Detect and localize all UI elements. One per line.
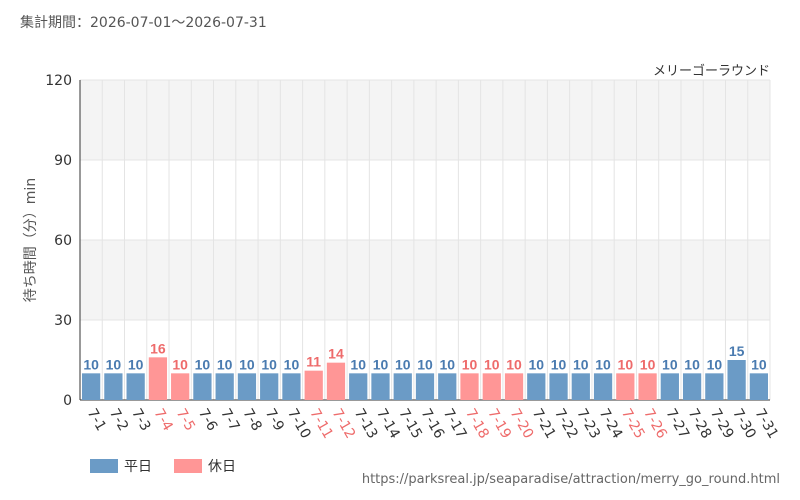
bar (616, 373, 635, 400)
data-label: 10 (83, 356, 99, 372)
bar (148, 357, 168, 400)
y-tick-label: 60 (54, 233, 72, 249)
data-label: 11 (306, 354, 321, 370)
legend-swatch-holiday (174, 459, 202, 473)
source-url: https://parksreal.jp/seaparadise/attract… (361, 472, 780, 487)
bar (282, 373, 301, 400)
bar (193, 373, 212, 400)
period-label: 集計期間：2026-07-01～2026-07-31 (20, 15, 267, 31)
bar (371, 373, 390, 400)
bar (593, 373, 613, 400)
data-label: 10 (484, 356, 500, 372)
data-label: 10 (172, 356, 188, 372)
bar (727, 360, 746, 400)
bar (705, 373, 724, 400)
y-tick-label: 0 (63, 393, 72, 409)
data-label: 10 (195, 356, 211, 372)
grid-band (80, 80, 770, 160)
x-tick-label: 7-31 (751, 406, 781, 442)
x-tick-label: 7-9 (262, 406, 287, 434)
y-tick-label: 120 (45, 73, 72, 89)
y-tick-label: 90 (54, 153, 72, 169)
legend-item-weekday: 平日 (90, 456, 152, 476)
data-label: 10 (506, 356, 522, 372)
legend: 平日 休日 (90, 456, 236, 476)
bar (104, 373, 123, 400)
wait-time-bar-chart: 0 30 60 90 120 10 7-1 10 7-2 10 7-3 16 7-4 10 7-5 10 7-6… (45, 73, 781, 442)
data-label: 10 (106, 356, 122, 372)
data-label: 10 (684, 356, 700, 372)
data-label: 10 (261, 356, 277, 372)
legend-label-weekday: 平日 (124, 459, 152, 475)
data-label: 10 (751, 356, 767, 372)
bar (126, 373, 145, 400)
data-label: 10 (551, 356, 567, 372)
data-label: 10 (217, 356, 233, 372)
data-label: 10 (284, 356, 300, 372)
data-label: 10 (128, 356, 144, 372)
bar (571, 373, 590, 400)
x-tick-label: 7-5 (173, 406, 198, 434)
bar (171, 373, 190, 400)
bar (304, 370, 323, 400)
data-label: 10 (529, 356, 545, 372)
bar (393, 373, 412, 400)
data-label: 14 (328, 346, 344, 362)
bar (504, 373, 524, 400)
bar (260, 373, 279, 400)
bar (349, 373, 368, 400)
bar (638, 373, 657, 400)
x-tick-label: 7-8 (239, 406, 264, 434)
bar (326, 362, 346, 400)
legend-item-holiday: 休日 (174, 456, 236, 476)
bar (237, 373, 257, 400)
data-label: 15 (729, 343, 745, 359)
x-tick-label: 7-2 (106, 406, 131, 434)
x-tick-label: 7-4 (150, 406, 175, 434)
bar (215, 373, 234, 400)
data-label: 10 (640, 356, 656, 372)
x-tick-label: 7-3 (128, 406, 153, 434)
legend-label-holiday: 休日 (208, 459, 236, 475)
data-label: 10 (662, 356, 678, 372)
bar (438, 373, 457, 400)
bar (415, 373, 435, 400)
bar (549, 373, 568, 400)
data-label: 10 (239, 356, 255, 372)
data-label: 10 (707, 356, 723, 372)
data-label: 10 (439, 356, 455, 372)
bar (527, 373, 546, 400)
y-tick-label: 30 (54, 313, 72, 329)
data-label: 10 (462, 356, 478, 372)
data-label: 10 (573, 356, 589, 372)
data-label: 10 (595, 356, 611, 372)
grid-band (80, 240, 770, 320)
x-tick-label: 7-7 (217, 406, 242, 434)
data-label: 10 (417, 356, 433, 372)
x-tick-label: 7-6 (195, 406, 220, 434)
data-label: 10 (618, 356, 634, 372)
data-label: 16 (150, 340, 166, 356)
bar (660, 373, 679, 400)
bar (482, 373, 501, 400)
legend-swatch-weekday (90, 459, 118, 473)
x-tick-label: 7-1 (84, 406, 109, 434)
data-label: 10 (350, 356, 366, 372)
bar (682, 373, 702, 400)
attraction-name: メリーゴーラウンド (652, 64, 770, 79)
data-label: 10 (395, 356, 411, 372)
data-label: 10 (373, 356, 389, 372)
bar (82, 373, 101, 400)
bar (749, 373, 768, 400)
bar (460, 373, 479, 400)
